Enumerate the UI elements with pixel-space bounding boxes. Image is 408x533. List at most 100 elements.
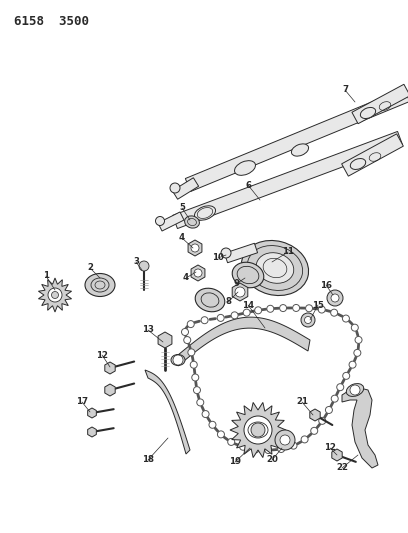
- Circle shape: [265, 447, 272, 454]
- Circle shape: [228, 439, 235, 446]
- Text: 17: 17: [76, 398, 88, 407]
- Polygon shape: [352, 84, 408, 124]
- Polygon shape: [342, 388, 378, 468]
- Text: 13: 13: [142, 326, 154, 335]
- Circle shape: [191, 244, 199, 252]
- Polygon shape: [230, 402, 286, 457]
- Circle shape: [217, 314, 224, 321]
- Text: 14: 14: [242, 301, 254, 310]
- Text: 6158  3500: 6158 3500: [14, 15, 89, 28]
- Circle shape: [201, 317, 208, 324]
- Polygon shape: [38, 278, 71, 312]
- Text: 2: 2: [87, 263, 93, 272]
- Circle shape: [327, 290, 343, 306]
- Circle shape: [326, 407, 333, 414]
- Ellipse shape: [350, 158, 366, 169]
- Circle shape: [301, 313, 315, 327]
- Text: 18: 18: [142, 456, 154, 464]
- Circle shape: [243, 309, 250, 316]
- Polygon shape: [172, 177, 199, 199]
- Ellipse shape: [155, 216, 164, 225]
- Circle shape: [343, 373, 350, 379]
- Text: 22: 22: [336, 464, 348, 472]
- Text: 3: 3: [133, 257, 139, 266]
- Circle shape: [350, 385, 360, 395]
- Circle shape: [239, 443, 246, 450]
- Circle shape: [235, 287, 245, 297]
- Polygon shape: [178, 317, 310, 366]
- Ellipse shape: [221, 248, 231, 258]
- Circle shape: [355, 336, 362, 343]
- Text: 9: 9: [233, 279, 239, 288]
- Polygon shape: [88, 427, 96, 437]
- Circle shape: [182, 328, 188, 335]
- Circle shape: [293, 304, 299, 311]
- Circle shape: [304, 317, 311, 324]
- Circle shape: [255, 307, 262, 314]
- Ellipse shape: [235, 160, 255, 175]
- Circle shape: [267, 305, 274, 312]
- Text: 21: 21: [296, 398, 308, 407]
- Text: 19: 19: [229, 457, 241, 466]
- Circle shape: [351, 324, 358, 331]
- Circle shape: [231, 312, 238, 319]
- Text: 7: 7: [342, 85, 348, 94]
- Circle shape: [331, 395, 338, 402]
- Circle shape: [290, 442, 297, 449]
- Circle shape: [280, 435, 290, 445]
- Ellipse shape: [195, 206, 215, 220]
- Ellipse shape: [242, 240, 308, 295]
- Circle shape: [173, 355, 183, 365]
- Circle shape: [354, 349, 361, 357]
- Polygon shape: [145, 370, 190, 454]
- Circle shape: [188, 349, 195, 356]
- Circle shape: [48, 288, 62, 302]
- Polygon shape: [158, 212, 184, 231]
- Circle shape: [306, 305, 313, 312]
- Text: 12: 12: [96, 351, 108, 359]
- Circle shape: [184, 336, 191, 344]
- Text: 15: 15: [312, 301, 324, 310]
- Polygon shape: [158, 332, 172, 348]
- Circle shape: [187, 321, 194, 328]
- Circle shape: [331, 294, 339, 302]
- Circle shape: [190, 361, 197, 368]
- Circle shape: [278, 446, 285, 453]
- Circle shape: [279, 304, 286, 312]
- Polygon shape: [341, 134, 404, 176]
- Circle shape: [311, 427, 318, 434]
- Polygon shape: [224, 243, 257, 263]
- Ellipse shape: [95, 281, 105, 289]
- Text: 8: 8: [225, 297, 231, 306]
- Circle shape: [318, 306, 325, 313]
- Circle shape: [51, 292, 58, 298]
- Circle shape: [209, 421, 216, 429]
- Circle shape: [275, 430, 295, 450]
- Text: 11: 11: [282, 247, 294, 256]
- Ellipse shape: [360, 108, 376, 118]
- Polygon shape: [188, 240, 202, 256]
- Circle shape: [193, 386, 200, 394]
- Text: 1: 1: [43, 271, 49, 280]
- Circle shape: [251, 423, 265, 437]
- Polygon shape: [105, 384, 115, 396]
- Circle shape: [330, 309, 338, 316]
- Circle shape: [349, 361, 356, 368]
- Circle shape: [192, 374, 199, 381]
- Ellipse shape: [195, 288, 225, 312]
- Text: 5: 5: [179, 204, 185, 213]
- Text: 12: 12: [324, 443, 336, 453]
- Circle shape: [319, 417, 326, 424]
- Polygon shape: [185, 88, 408, 191]
- Polygon shape: [232, 283, 248, 301]
- Text: 6: 6: [245, 181, 251, 190]
- Ellipse shape: [346, 384, 364, 397]
- Circle shape: [194, 269, 202, 277]
- Circle shape: [252, 446, 259, 453]
- Circle shape: [244, 416, 272, 444]
- Ellipse shape: [291, 144, 308, 156]
- Text: 4: 4: [183, 273, 189, 282]
- Circle shape: [342, 315, 349, 322]
- Polygon shape: [332, 449, 342, 461]
- Ellipse shape: [85, 273, 115, 296]
